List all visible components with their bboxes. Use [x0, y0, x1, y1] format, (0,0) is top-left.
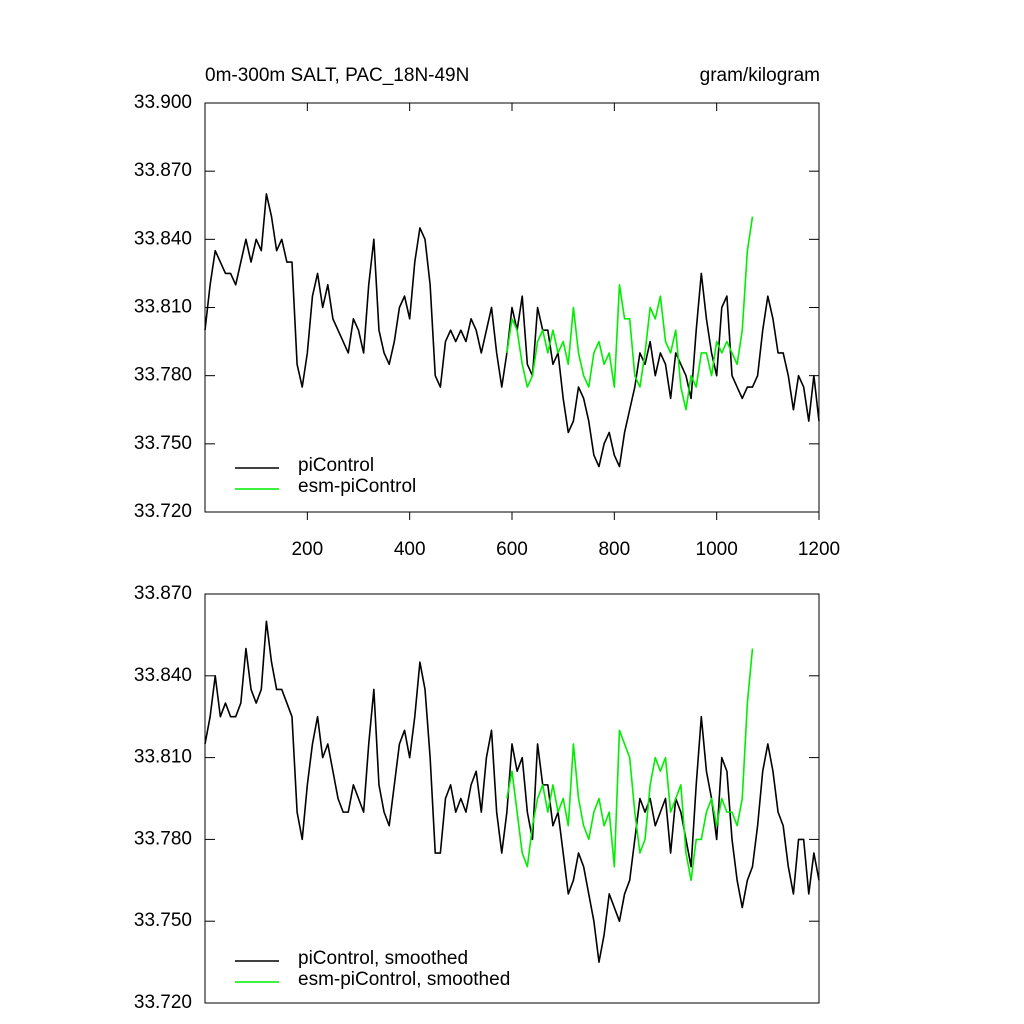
legend-label: piControl [298, 455, 374, 476]
y-tick-label: 33.900 [134, 92, 192, 113]
y-tick-label: 33.810 [134, 747, 192, 768]
legend-label: esm-piControl, smoothed [298, 969, 510, 990]
plot-frame [204, 593, 820, 1004]
y-tick-label: 33.870 [134, 583, 192, 604]
legend-label: piControl, smoothed [298, 948, 468, 969]
x-tick-label: 1200 [798, 539, 840, 560]
units-label: gram/kilogram [700, 65, 820, 86]
y-tick-label: 33.870 [134, 160, 192, 181]
y-tick-label: 33.750 [134, 433, 192, 454]
series-line [204, 193, 820, 468]
series-line [506, 216, 754, 411]
y-tick-label: 33.840 [134, 228, 192, 249]
x-tick-label: 600 [496, 539, 528, 560]
series-line [506, 648, 754, 882]
y-tick-label: 33.720 [134, 992, 192, 1013]
y-tick-label: 33.780 [134, 365, 192, 386]
y-tick-label: 33.810 [134, 297, 192, 318]
y-tick-label: 33.750 [134, 910, 192, 931]
y-tick-label: 33.720 [134, 501, 192, 522]
y-tick-label: 33.780 [134, 828, 192, 849]
x-tick-label: 800 [598, 539, 630, 560]
legend-label: esm-piControl [298, 476, 416, 497]
x-tick-label: 1000 [696, 539, 738, 560]
x-tick-label: 400 [394, 539, 426, 560]
x-tick-label: 200 [291, 539, 323, 560]
chart-title: 0m-300m SALT, PAC_18N-49N [205, 65, 469, 86]
y-tick-label: 33.840 [134, 665, 192, 686]
series-line [204, 620, 820, 963]
